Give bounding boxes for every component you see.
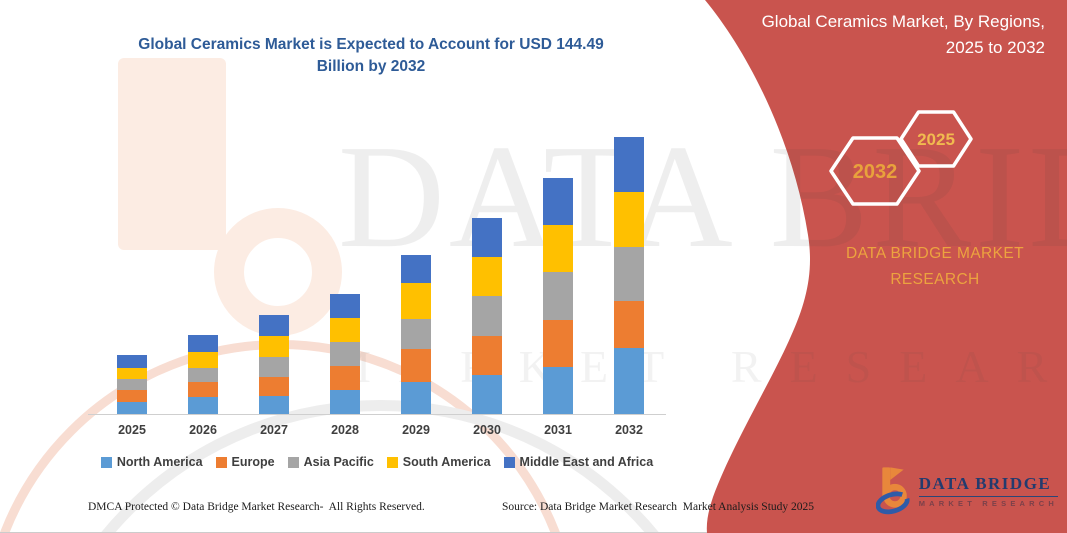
bar-segment	[614, 137, 644, 192]
bar-segment	[543, 366, 573, 414]
legend-swatch	[100, 456, 112, 468]
chart-title-line2: Billion by 2032	[316, 58, 426, 76]
bar-segment	[401, 255, 431, 283]
bar-segment	[472, 218, 502, 258]
x-axis-label: 2025	[118, 423, 146, 437]
bar-segment	[614, 348, 644, 414]
bars-plot	[88, 132, 666, 414]
bar-segment	[614, 191, 644, 247]
legend-label: Europe	[231, 455, 275, 469]
bar-segment	[330, 366, 360, 390]
bar-segment	[259, 377, 289, 397]
legend-item: Asia Pacific	[287, 455, 374, 469]
bar-segment	[472, 335, 502, 375]
logo-wordmark: DATA BRIDGE	[918, 474, 1058, 497]
legend-swatch	[503, 456, 515, 468]
bar-segment	[259, 396, 289, 414]
bar-segment	[188, 335, 218, 353]
x-axis-line	[88, 414, 666, 415]
bar-segment	[188, 397, 218, 414]
x-axis-label: 2029	[402, 423, 430, 437]
banner-heading-line2: 2025 to 2032	[945, 38, 1045, 58]
legend-label: Middle East and Africa	[519, 455, 654, 469]
bar-segment	[543, 225, 573, 273]
x-axis-label: 2026	[189, 423, 217, 437]
bar-segment	[188, 368, 218, 383]
x-axis-label: 2030	[473, 423, 501, 437]
bar-segment	[188, 382, 218, 398]
bar-segment	[117, 355, 147, 368]
legend-label: Asia Pacific	[303, 455, 374, 469]
stacked-bar-2025	[117, 355, 147, 414]
hexagon-2025	[899, 110, 973, 168]
x-axis-label: 2032	[615, 423, 643, 437]
bar-segment	[614, 246, 644, 301]
bar-segment	[188, 352, 218, 369]
logo-subtitle: MARKET RESEARCH	[918, 499, 1058, 508]
banner-brand-line1: DATA BRIDGE MARKET	[845, 245, 1024, 262]
bar-segment	[472, 296, 502, 336]
banner-heading-line1: Global Ceramics Market, By Regions,	[761, 12, 1045, 31]
logo-b-icon	[876, 467, 910, 515]
stacked-bar-2031	[543, 178, 573, 414]
bar-segment	[330, 294, 360, 318]
legend-swatch	[287, 456, 299, 468]
hexagon-2032-label: 2032	[853, 161, 898, 183]
bar-segment	[472, 374, 502, 414]
legend-item: Europe	[215, 455, 275, 469]
stacked-bar-2026	[188, 335, 218, 414]
bar-segment	[259, 336, 289, 358]
bar-segment	[401, 381, 431, 414]
footer-dmca: DMCA Protected © Data Bridge Market Rese…	[88, 501, 425, 513]
dbmr-logo: DATA BRIDGE MARKET RESEARCH	[876, 458, 1058, 524]
bar-segment	[330, 318, 360, 342]
legend: North America Europe Asia Pacific South Ame…	[88, 455, 666, 469]
stacked-bar-2030	[472, 218, 502, 414]
bar-segment	[117, 368, 147, 379]
legend-item: North America	[100, 455, 203, 469]
bar-segment	[330, 342, 360, 366]
x-axis-label: 2027	[260, 423, 288, 437]
stacked-bar-2029	[401, 255, 431, 414]
banner-brand-line2: RESEARCH	[890, 271, 980, 289]
bar-segment	[259, 314, 289, 337]
legend-item: Middle East and Africa	[503, 455, 654, 469]
banner-brand-text: DATA BRIDGE MARKET RESEARCH	[810, 241, 1060, 294]
hexagon-2025-label: 2025	[917, 130, 955, 149]
bar-segment	[117, 379, 147, 390]
hexagon-2032	[829, 136, 921, 206]
stacked-bar-2028	[330, 294, 360, 414]
bar-segment	[614, 300, 644, 349]
legend-swatch	[215, 456, 227, 468]
chart-title: Global Ceramics Market is Expected to Ac…	[88, 34, 654, 79]
bar-segment	[259, 357, 289, 378]
x-axis-label: 2028	[331, 423, 359, 437]
bar-segment	[401, 282, 431, 319]
legend-label: South America	[402, 455, 491, 469]
x-axis-labels: 2025 2026 2027 2028 2029 2030 2031 2032	[88, 423, 666, 441]
bar-segment	[543, 178, 573, 226]
footer-source: Source: Data Bridge Market Research Mark…	[502, 501, 815, 513]
bar-segment	[330, 390, 360, 414]
chart-title-line1: Global Ceramics Market is Expected to Ac…	[138, 36, 604, 53]
x-axis-label: 2031	[544, 423, 572, 437]
hexagons: 2025 2032	[829, 110, 973, 206]
bar-segment	[117, 390, 147, 402]
legend-label: North America	[116, 455, 203, 469]
banner-heading: Global Ceramics Market, By Regions, 2025…	[715, 9, 1045, 62]
legend-item: South America	[386, 455, 491, 469]
stacked-bar-2027	[259, 314, 289, 414]
bar-segment	[472, 257, 502, 297]
stacked-bar-2032	[614, 137, 644, 414]
legend-swatch	[386, 456, 398, 468]
banner-shape	[705, 0, 1067, 533]
bar-segment	[117, 402, 147, 414]
bar-segment	[401, 348, 431, 382]
bar-segment	[401, 318, 431, 349]
bar-segment	[543, 319, 573, 367]
bar-segment	[543, 272, 573, 320]
